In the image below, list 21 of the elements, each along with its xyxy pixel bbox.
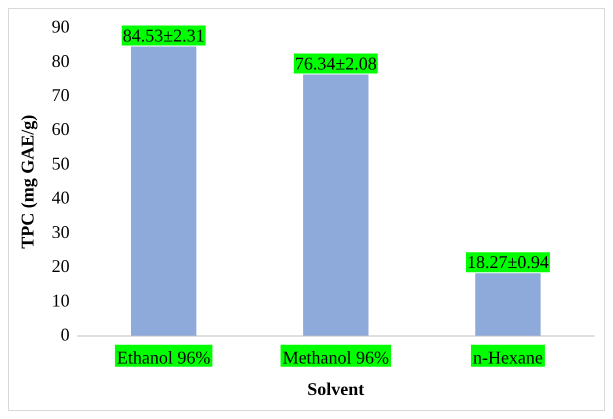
- x-tick-label: Ethanol 96%: [116, 347, 210, 368]
- y-tick-label: 20: [52, 256, 70, 276]
- x-axis-title: Solvent: [307, 378, 364, 399]
- y-tick-label: 70: [52, 84, 70, 105]
- y-tick-label: 60: [52, 119, 70, 140]
- y-tick-label: 80: [52, 50, 70, 71]
- x-tick-label: Methanol 96%: [282, 347, 390, 368]
- bar: [475, 273, 541, 336]
- y-tick-label: 30: [52, 222, 70, 242]
- y-tick-label: 0: [60, 324, 70, 345]
- y-axis-title: TPC (mg GAE/g): [17, 114, 38, 249]
- y-tick-label: 90: [52, 16, 70, 37]
- y-tick-label: 50: [52, 153, 70, 174]
- data-label: 84.53±2.31: [122, 25, 205, 46]
- bar: [303, 74, 369, 336]
- bar: [130, 46, 196, 336]
- data-label: 76.34±2.08: [294, 53, 377, 74]
- y-tick-label: 10: [52, 290, 70, 310]
- y-tick-label: 40: [52, 188, 70, 208]
- x-tick-label: n-Hexane: [472, 347, 543, 368]
- data-label: 18.27±0.94: [466, 252, 549, 272]
